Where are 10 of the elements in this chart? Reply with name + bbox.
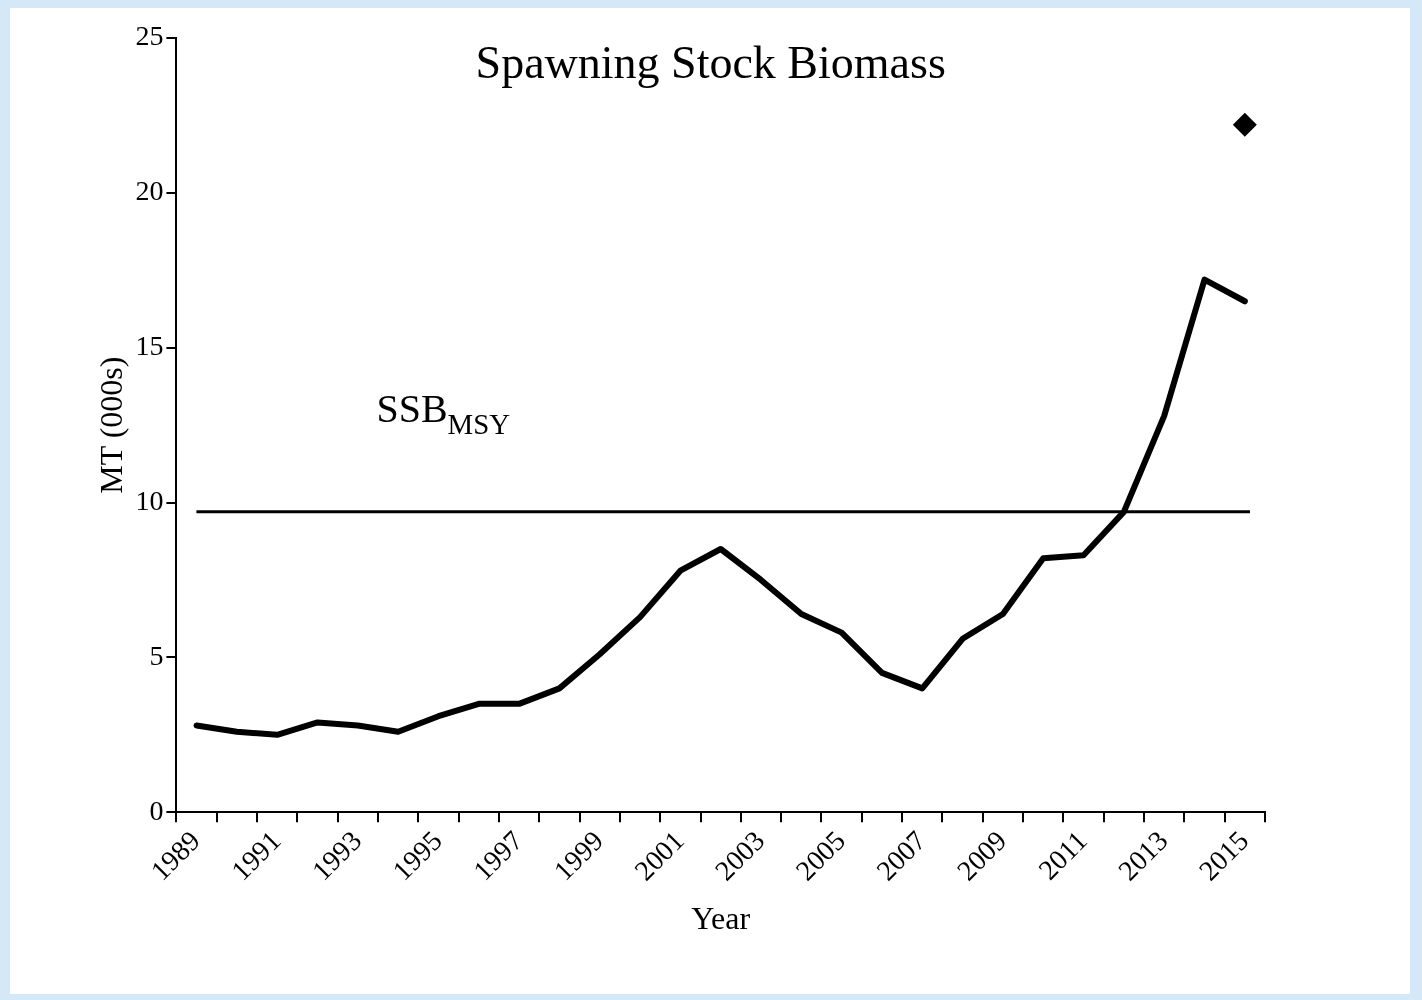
y-axis-title: MT (000s) [92, 356, 129, 494]
y-tick-label: 5 [149, 639, 164, 671]
x-tick-label: 1991 [225, 824, 287, 887]
y-tick-label: 10 [135, 484, 164, 516]
chart-title: Spawning Stock Biomass [475, 37, 946, 89]
y-tick-label: 25 [135, 20, 164, 52]
x-axis-title: Year [691, 900, 751, 937]
y-tick-label: 20 [135, 175, 164, 207]
y-tick-label: 0 [149, 794, 164, 826]
y-tick-label: 15 [135, 330, 164, 362]
